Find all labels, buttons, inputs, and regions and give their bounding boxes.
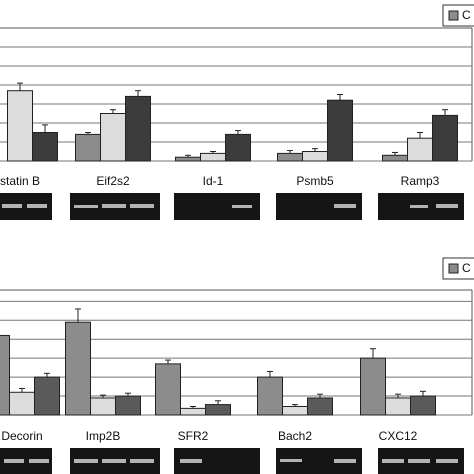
x-tick-label: CXC12 — [379, 429, 418, 443]
bar — [302, 151, 328, 162]
bar — [100, 113, 126, 162]
bar — [65, 321, 91, 416]
bar — [175, 156, 201, 162]
x-tick-label: Eif2s2 — [96, 174, 130, 188]
bar — [205, 404, 231, 416]
bar — [34, 376, 60, 416]
bar — [200, 152, 226, 162]
bar — [9, 391, 35, 416]
bar — [32, 132, 58, 162]
bar — [327, 99, 353, 162]
bar — [115, 395, 141, 416]
bar — [360, 357, 386, 416]
bar — [382, 154, 408, 162]
legend-swatch — [448, 263, 459, 274]
x-tick-label: Psmb5 — [296, 174, 334, 188]
gels-top — [0, 193, 464, 220]
x-tick-label: statin B — [0, 174, 40, 188]
bar — [257, 376, 283, 416]
bar — [225, 133, 251, 162]
bar — [307, 397, 333, 416]
legend-swatch — [448, 10, 459, 21]
bar — [282, 405, 308, 416]
bar — [407, 137, 433, 162]
bar — [0, 334, 10, 416]
legend-label: C — [462, 8, 471, 22]
bar — [155, 363, 181, 416]
bar — [7, 90, 33, 162]
bar — [180, 407, 206, 416]
bar — [90, 397, 116, 416]
bar — [432, 114, 458, 162]
bar — [75, 133, 101, 162]
x-tick-label: Imp2B — [86, 429, 121, 443]
bar — [277, 152, 303, 162]
bar — [410, 395, 436, 416]
x-tick-label: Decorin — [1, 429, 42, 443]
x-tick-label: Ramp3 — [401, 174, 440, 188]
gels-bottom — [0, 448, 464, 474]
x-tick-label: SFR2 — [178, 429, 209, 443]
bar — [125, 95, 151, 162]
x-tick-label: Id-1 — [203, 174, 224, 188]
x-tick-label: Bach2 — [278, 429, 312, 443]
bar — [385, 397, 411, 416]
legend-label: C — [462, 261, 471, 275]
